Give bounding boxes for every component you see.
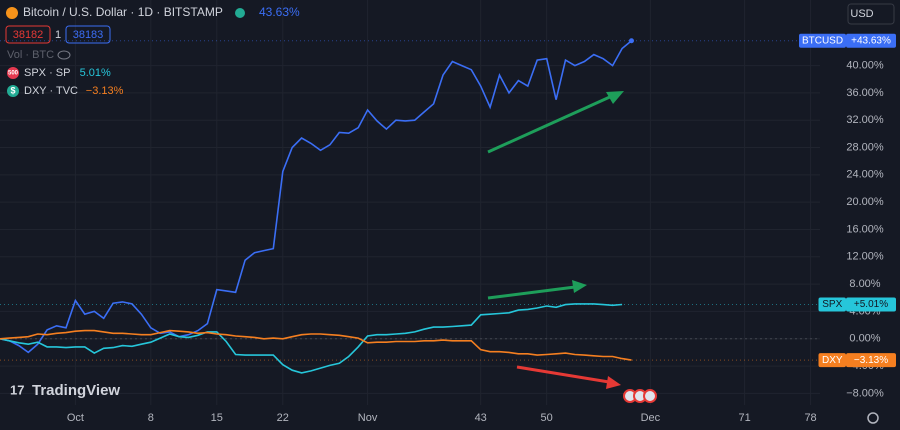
y-tick-label: 28.00% [846,141,884,153]
y-tick-label: 16.00% [846,223,884,235]
ask-box[interactable] [65,25,111,44]
chart-title: Bitcoin / U.S. Dollar · 1D · BITSTAMP [23,5,223,19]
series-line [0,303,623,374]
x-tick-label: 8 [148,412,154,424]
badge-name-bg [818,297,846,312]
settings-icon[interactable] [867,412,879,424]
badge-name: DXY [822,355,843,366]
btc-icon [6,7,18,19]
legend-name: SPX · SP [24,67,70,79]
x-tick-label: Nov [358,412,378,424]
currency-box[interactable] [847,3,895,25]
arrow [487,285,576,300]
y-tick-label: 36.00% [846,87,884,99]
arrow [516,365,610,384]
badge-value-bg [846,33,896,48]
arrowhead [572,280,587,293]
status-dot [235,8,245,18]
y-tick-label: 0.00% [849,333,880,345]
plot [0,0,820,405]
event-flags[interactable] [623,389,657,403]
arrow [487,94,613,154]
legend-icon [7,85,19,97]
arrowhead [606,91,624,104]
x-tick-label: 43 [475,412,487,424]
x-tick-label: 15 [211,412,223,424]
badge-name: BTCUSD [802,35,843,46]
badge-value: +43.63% [851,35,891,46]
x-tick-label: 50 [541,412,553,424]
legend-icon [7,67,19,79]
y-tick-label: 40.00% [846,59,884,71]
badge-value-bg [846,297,896,312]
y-tick-label: 12.00% [846,251,884,263]
ask: 38183 [73,29,104,41]
y-tick-label: 32.00% [846,114,884,126]
y-tick-label: 24.00% [846,169,884,181]
y-tick-label: 20.00% [846,196,884,208]
x-tick-label: 71 [738,412,750,424]
volume-label: Vol · BTC [7,49,54,61]
brand-logo: 17 [10,382,24,397]
badge-name: SPX [822,299,842,310]
badge-name-bg [799,33,846,48]
badge-name-bg [818,353,846,368]
legend-name: DXY · TVC [24,85,78,97]
annotations [487,91,657,403]
eye-icon[interactable] [57,50,71,60]
spread: 1 [55,29,61,41]
last-point [628,38,634,44]
x-tick-label: 78 [804,412,816,424]
badge-value: +5.01% [854,299,888,310]
badge-value: −3.13% [854,355,888,366]
title-change: 43.63% [259,5,300,19]
legend-icon-text: $ [10,85,15,95]
arrowhead [606,376,621,389]
brand: TradingView [32,382,120,399]
legend-icon-text: 500 [8,71,19,77]
x-tick-label: Dec [641,412,661,424]
series-line [0,40,633,354]
y-tick-label: 8.00% [849,278,880,290]
bid-box[interactable] [5,25,51,44]
legend-change: −3.13% [86,85,124,97]
currency: USD [850,8,873,20]
y-tick-label: −8.00% [846,387,884,399]
badge-value-bg [846,353,896,368]
x-tick-label: Oct [67,412,84,424]
series-line [0,329,632,361]
bid: 38182 [13,29,44,41]
x-tick-label: 22 [277,412,289,424]
legend-change: 5.01% [80,67,111,79]
